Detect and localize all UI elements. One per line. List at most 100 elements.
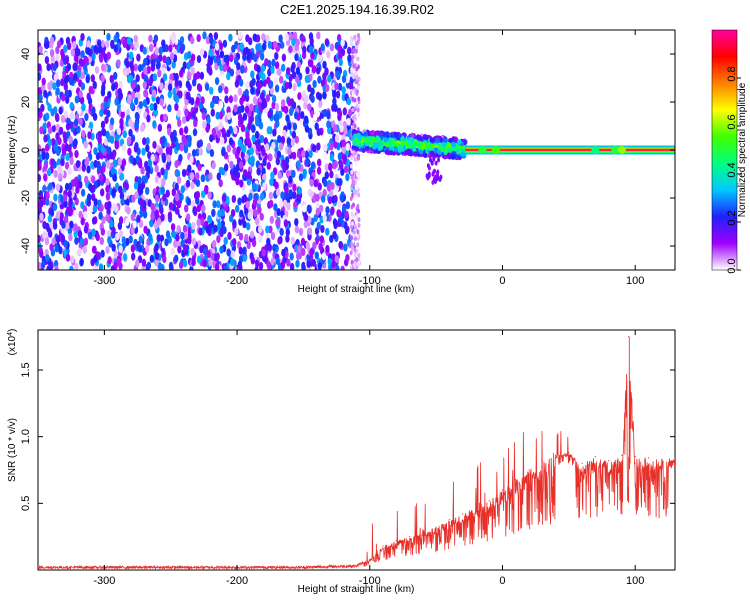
spectrogram-cell	[333, 104, 338, 112]
spectrogram-cell	[224, 95, 229, 104]
spectrogram-cell	[176, 109, 181, 118]
spectrogram-cell	[262, 182, 267, 191]
spectrogram-cell	[151, 59, 156, 68]
spectrogram-cell	[227, 231, 232, 240]
spectrogram-cell	[239, 42, 244, 51]
spectrogram-cell	[202, 31, 207, 40]
spectrogram-cell	[67, 226, 73, 235]
spectrogram-cell	[415, 134, 421, 140]
spectrogram-cell	[294, 225, 300, 234]
spectrogram-cell	[130, 81, 136, 90]
spectrogram-cell	[80, 59, 85, 68]
spectrogram-cell	[153, 221, 159, 230]
snr-scale-exponent: 4	[7, 332, 14, 336]
spectrogram-cell	[179, 208, 184, 217]
spectrogram-cell	[285, 114, 290, 123]
spectrogram-cell	[148, 233, 153, 242]
spectrogram-cell	[291, 130, 297, 139]
spectrogram-cell	[303, 213, 309, 222]
spectrogram-cell	[189, 155, 194, 164]
spectrogram-cell	[83, 140, 88, 149]
spectrogram-cell	[157, 123, 163, 132]
spectrogram-cell	[357, 96, 361, 102]
spectrogram-cell	[143, 66, 148, 75]
spectrogram-cell	[114, 97, 119, 106]
spectrogram-cell	[375, 130, 380, 136]
spectrogram-cell	[277, 135, 282, 143]
spectrogram-cell	[47, 126, 53, 135]
spectrogram-cell	[353, 93, 357, 99]
spectrogram-cell	[211, 161, 216, 170]
spectrogram-cell	[197, 84, 203, 93]
spectrogram-cell	[357, 112, 361, 118]
spectrogram-cell	[353, 261, 357, 267]
spectrogram-cell	[268, 110, 273, 118]
spectrogram-cell	[265, 34, 270, 43]
spectrogram-cell	[149, 254, 154, 263]
spectrogram-cell	[276, 126, 281, 134]
spectrogram-cell	[91, 175, 96, 184]
spectrogram-cell	[430, 160, 434, 166]
spectrogram-cell	[100, 120, 106, 129]
spectrogram-cell	[349, 196, 353, 202]
spectrogram-cell	[341, 139, 346, 148]
spectrogram-cell	[390, 138, 396, 144]
spectrogram-cell	[345, 201, 350, 210]
spectrogram-cell	[199, 71, 205, 80]
spectrogram-cell	[353, 247, 357, 253]
spectrogram-cell	[126, 206, 131, 215]
spectrogram-cell	[63, 110, 69, 119]
spectrogram-cell	[245, 34, 250, 43]
spectrogram-cell	[42, 221, 47, 229]
snr-point	[395, 540, 397, 542]
spectrogram-cell	[298, 227, 304, 236]
spectrogram-cell	[142, 99, 148, 108]
spectrogram-cell	[260, 92, 265, 101]
spectrogram-cell	[120, 104, 126, 113]
spectrogram-cell	[298, 173, 304, 182]
spectrogram-cell	[146, 114, 151, 123]
spectrogram-cell	[406, 149, 412, 155]
spectrogram-cell	[218, 179, 223, 188]
spectrogram-cell	[202, 120, 207, 129]
spectrogram-cell	[51, 138, 56, 146]
spectrogram-cell	[317, 54, 323, 63]
spectrogram-cell	[138, 101, 143, 109]
spectrogram-cell	[128, 128, 133, 137]
spectrogram-cell	[106, 207, 111, 216]
spectrogram-cell	[284, 191, 289, 200]
spectrogram-cell	[81, 103, 86, 112]
spectrogram-cell	[308, 45, 314, 54]
spectrogram-cell	[150, 212, 155, 221]
spectrogram-cell	[350, 259, 354, 265]
spectrogram-cell	[129, 101, 135, 110]
spectrogram-cell	[351, 115, 355, 121]
spectrogram-cell	[280, 260, 286, 269]
spectrogram-cell	[200, 174, 205, 183]
spectrogram-cell	[100, 88, 106, 97]
spectrogram-cell	[312, 241, 317, 250]
spectrogram-cell	[38, 162, 42, 171]
spectrogram-cell	[196, 55, 202, 64]
spectrogram-cell	[286, 202, 291, 211]
snr-scale-label: (x104)	[7, 329, 19, 356]
spectrogram-cell	[350, 59, 354, 65]
spectrogram-cell	[329, 142, 334, 151]
spectrogram-cell	[228, 33, 233, 42]
spectrogram-cell	[356, 107, 360, 113]
colorbar-tick-label: 0.6	[726, 114, 738, 129]
spectrogram-cell	[316, 142, 321, 151]
spectrogram-cell	[292, 183, 297, 192]
snr-x-ticks: -300 -200 -100 0 100	[93, 330, 644, 587]
spectrogram-cell	[350, 211, 354, 217]
spectrogram-cell	[309, 248, 314, 257]
spectrogram-cell	[337, 200, 342, 209]
spectrogram-cell	[345, 75, 350, 84]
spectrogram-cell	[136, 53, 141, 62]
spectrogram-cell	[173, 93, 178, 102]
spectrogram-cell	[94, 66, 100, 75]
spectrogram-cell	[107, 236, 112, 245]
spectrogram-cell	[202, 259, 207, 268]
snr-point	[422, 532, 424, 534]
spectrogram-cell	[38, 110, 43, 119]
